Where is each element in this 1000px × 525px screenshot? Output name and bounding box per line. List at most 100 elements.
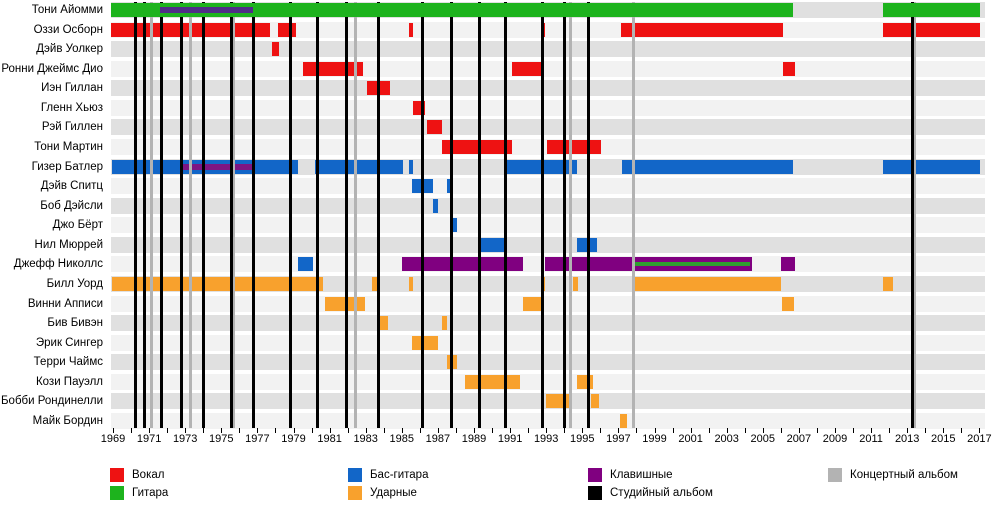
legend-label: Вокал [132,469,165,481]
member-bar-drums [883,276,893,291]
member-bar-vocals [272,42,280,57]
studio-album-line [229,2,233,428]
studio-album-line [563,2,567,428]
row-track [111,334,985,351]
row-label: Оззи Осборн [33,23,103,36]
year-tick [871,428,872,433]
year-tick [420,428,421,433]
studio-album-line [134,2,138,428]
year-tick [889,428,890,433]
member-bar-drums [377,316,388,331]
year-tick [167,428,168,433]
legend-swatch-bass [348,468,362,482]
year-label: 2015 [931,433,956,445]
member-bar-drums [590,394,599,409]
row-label: Кози Пауэлл [35,375,103,388]
studio-album-line [345,2,349,428]
year-tick [763,428,764,433]
year-tick [294,428,295,433]
member-bar-bass [622,159,793,174]
studio-album-line [503,2,507,428]
row-label: Дэйв Уолкер [36,43,103,56]
member-bar-guitar [111,3,793,17]
year-tick [510,428,511,433]
year-label: 2011 [859,433,883,445]
studio-album-line [420,2,424,428]
row-track [111,315,985,332]
member-bar-vocals [277,22,297,37]
year-tick [709,428,710,433]
studio-album-line [587,2,591,428]
studio-album-line [377,2,381,428]
year-label: 1999 [642,433,667,445]
studio-album-line [316,2,320,428]
member-bar-drums [372,276,378,291]
keyboards-overlay-bar [159,7,254,13]
legend-swatch-studio_album_line [588,485,602,500]
year-label: 1985 [389,433,415,445]
year-label: 2007 [786,433,812,445]
row-label: Терри Чаймс [33,356,103,369]
legend-label: Гитара [132,486,169,499]
member-bar-drums [781,296,794,311]
member-bar-drums [633,276,782,291]
studio-album-line [143,2,147,428]
legend-label: Клавишные [610,469,673,481]
row-track [111,119,985,136]
member-bar-drums [522,296,543,311]
legend-label: Студийный альбом [610,486,713,499]
row-track [111,354,985,371]
member-bar-vocals [783,61,795,76]
year-tick [618,428,619,433]
year-tick [943,428,944,433]
row-label: Гленн Хьюз [40,101,103,114]
member-bar-vocals [412,100,425,115]
row-label: Майк Бордин [32,414,103,427]
member-bar-bass [433,198,439,213]
studio-album-line [450,2,454,428]
year-label: 2003 [714,433,739,445]
live-album-line [568,2,572,428]
row-label: Винни Апписи [27,297,103,310]
keyboards-overlay-bar [181,163,254,170]
year-tick [275,428,276,433]
year-tick [655,428,656,433]
member-bar-drums [572,276,578,291]
year-tick [348,428,349,433]
year-tick [474,428,475,433]
year-tick [961,428,962,433]
row-label: Тони Айомми [31,4,103,16]
year-label: 1971 [136,433,162,445]
year-tick [149,428,150,433]
member-bar-drums [111,276,323,291]
year-label: 1993 [533,433,559,445]
row-track [111,99,985,116]
member-bar-bass [451,218,457,233]
year-tick [600,428,601,433]
year-label: 1981 [317,433,342,445]
row-label: Джо Бёрт [52,219,103,232]
live-album-line [149,2,153,428]
year-tick [113,428,114,433]
legend-swatch-guitar [110,485,124,500]
studio-album-line [541,2,545,428]
year-tick [727,428,728,433]
member-bar-bass [479,237,508,252]
studio-album-line [201,2,205,428]
year-tick [673,428,674,433]
year-tick [131,428,132,433]
row-track [111,80,985,97]
year-tick [925,428,926,433]
year-label: 1969 [100,433,126,445]
member-bar-guitar [883,3,980,17]
row-track [111,60,985,77]
year-tick [203,428,204,433]
row-track [111,41,985,58]
legend-label: Ударные [370,486,417,499]
year-tick [582,428,583,433]
row-label: Рэй Гиллен [41,121,103,134]
member-bar-drums [576,374,593,389]
year-tick [636,428,637,433]
member-bar-drums [411,335,439,350]
studio-album-line [478,2,482,428]
